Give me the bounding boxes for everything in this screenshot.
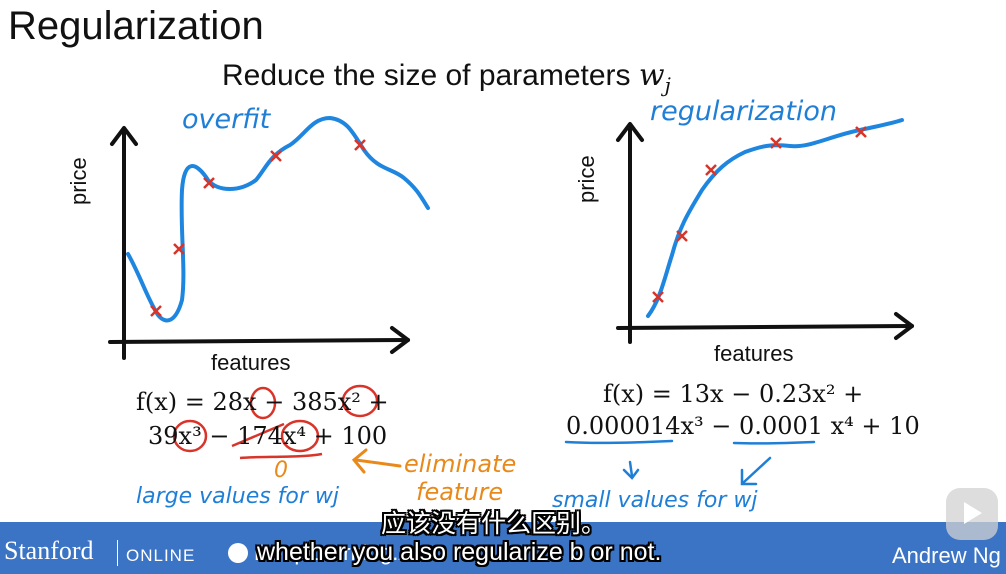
play-triangle-icon (964, 502, 982, 524)
right-data-points (652, 126, 867, 303)
data-point (855, 126, 867, 138)
left-data-points (150, 139, 366, 317)
zero-mark: 0 (274, 458, 288, 483)
small-value-marks (564, 439, 816, 486)
data-point (705, 164, 717, 176)
eliminate-note: eliminate (404, 450, 517, 478)
right-formula-line2: 0.000014x³ − 0.0001 x⁴ + 10 (566, 412, 920, 440)
author-name: Andrew Ng (892, 543, 1001, 568)
data-point (354, 139, 366, 151)
logo-separator (117, 540, 118, 566)
regularized-curve (646, 118, 904, 318)
left-formula-line1: f(x) = 28x − 385x² + (136, 388, 389, 416)
right-formula-line1: f(x) = 13x − 0.23x² + (603, 380, 864, 408)
data-point (652, 291, 664, 303)
subtitle-chinese: 应该没有什么区别。 (381, 510, 607, 538)
left-formula-line2: 39x³ − 174x⁴ + 100 (148, 422, 388, 450)
regularization-annotation: regularization (650, 96, 838, 127)
stanford-logo: Stanford (4, 536, 94, 565)
deeplearning-icon (228, 543, 248, 563)
overfit-curve (126, 115, 430, 323)
right-axes (616, 122, 914, 344)
subtitle-text: Reduce the size of parameters (222, 59, 631, 92)
left-y-label: price (66, 157, 91, 205)
left-axes (108, 126, 410, 360)
right-x-label: features (714, 341, 794, 366)
data-point (770, 137, 782, 149)
footer-bar (0, 522, 1006, 574)
deeplearning-label: DeepLearning.AI (254, 540, 420, 565)
subtitle-english: whether you also regularize b or not. (257, 538, 662, 566)
eliminate-arrow (351, 448, 402, 474)
formula-circles (172, 384, 379, 460)
small-values-note: small values for wj (552, 488, 758, 513)
data-point (203, 177, 215, 189)
data-point (173, 243, 185, 255)
left-x-label: features (211, 350, 291, 375)
feature-note: feature (416, 478, 504, 506)
right-y-label: price (574, 155, 599, 203)
subtitle-variable: wj (638, 58, 671, 97)
overfit-annotation: overfit (182, 104, 271, 135)
slide-subtitle: Reduce the size of parameters wj (222, 58, 671, 97)
slide-title: Regularization (8, 4, 264, 48)
data-point (150, 305, 162, 317)
data-point (270, 150, 282, 162)
large-values-note: large values for wj (136, 484, 340, 509)
stanford-online-label: ONLINE (126, 546, 196, 565)
data-point (676, 230, 688, 242)
